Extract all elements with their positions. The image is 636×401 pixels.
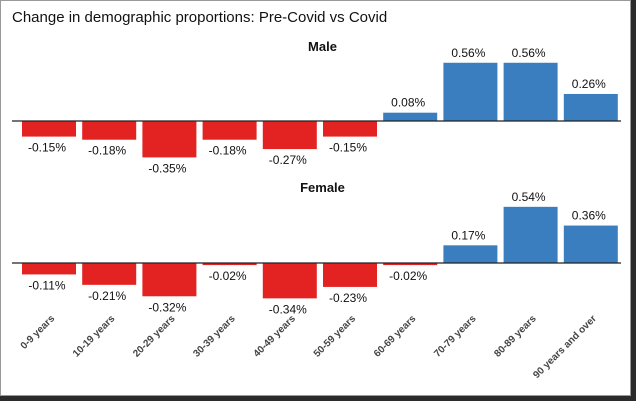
female-value-label-1: -0.11% <box>28 278 65 292</box>
x-tick-label-3: 20-29 years <box>131 313 178 360</box>
female-bar-5 <box>262 263 317 299</box>
male-bar-8 <box>443 62 498 121</box>
male-bar-10 <box>563 93 618 121</box>
chart-title: Change in demographic proportions: Pre-C… <box>12 9 388 26</box>
x-tick-label-2: 10-19 years <box>71 313 118 360</box>
male-value-label-4: -0.18% <box>209 144 247 158</box>
female-bar-1 <box>22 263 76 275</box>
female-value-label-5: -0.34% <box>269 302 307 316</box>
female-bar-6 <box>323 263 377 287</box>
female-bar-3 <box>142 263 197 297</box>
male-bar-1 <box>22 121 76 137</box>
male-bar-6 <box>323 121 377 137</box>
male-bar-4 <box>202 121 257 140</box>
male-bar-5 <box>262 121 317 150</box>
female-value-label-7: -0.02% <box>389 269 427 283</box>
male-bar-2 <box>82 121 137 140</box>
male-bar-7 <box>383 112 438 121</box>
female-bar-4 <box>202 263 257 266</box>
male-bar-3 <box>142 121 197 158</box>
male-panel: Male -0.15% -0.18% -0.35% -0.18% -0.27% -0.15%… <box>12 39 621 175</box>
female-value-label-6: -0.23% <box>329 291 367 305</box>
female-bar-7 <box>383 263 438 266</box>
bar-chart-area: Male -0.15% -0.18% -0.35% -0.18% -0.27% -0.15%… <box>12 39 621 381</box>
female-panel-title: Female <box>300 180 345 195</box>
x-axis-labels: 0-9 years 10-19 years 20-29 years 30-39 yea… <box>19 313 599 381</box>
x-tick-label-9: 80-89 years <box>492 313 539 360</box>
female-value-label-9: 0.54% <box>512 190 546 204</box>
female-panel: Female -0.11% -0.21% -0.32% -0.02% -0.34% -0.2… <box>12 180 621 316</box>
x-tick-label-4: 30-39 years <box>191 313 238 360</box>
male-value-label-5: -0.27% <box>269 153 307 167</box>
x-tick-label-7: 60-69 years <box>372 313 419 360</box>
x-tick-label-5: 40-49 years <box>252 313 299 360</box>
x-tick-label-10: 90 years and over <box>531 313 599 381</box>
male-value-label-3: -0.35% <box>148 161 186 175</box>
x-tick-label-1: 0-9 years <box>19 313 58 352</box>
female-value-label-8: 0.17% <box>451 228 485 242</box>
male-value-label-9: 0.56% <box>512 46 546 60</box>
female-value-label-2: -0.21% <box>88 289 126 303</box>
male-value-label-8: 0.56% <box>451 46 485 60</box>
male-value-label-1: -0.15% <box>28 141 66 155</box>
male-value-label-6: -0.15% <box>329 141 367 155</box>
female-bar-2 <box>82 263 137 285</box>
male-value-label-7: 0.08% <box>391 96 425 110</box>
female-bar-8 <box>443 245 498 263</box>
male-panel-title: Male <box>308 39 337 54</box>
chart-frame: Change in demographic proportions: Pre-C… <box>0 0 631 396</box>
female-bar-10 <box>563 225 618 263</box>
x-tick-label-8: 70-79 years <box>432 313 479 360</box>
male-bar-9 <box>503 62 558 121</box>
female-value-label-3: -0.32% <box>148 300 186 314</box>
female-value-label-4: -0.02% <box>209 269 247 283</box>
male-value-label-10: 0.26% <box>572 77 606 91</box>
female-value-label-10: 0.36% <box>572 209 606 223</box>
female-bar-9 <box>503 206 558 263</box>
male-value-label-2: -0.18% <box>88 144 126 158</box>
x-tick-label-6: 50-59 years <box>312 313 359 360</box>
